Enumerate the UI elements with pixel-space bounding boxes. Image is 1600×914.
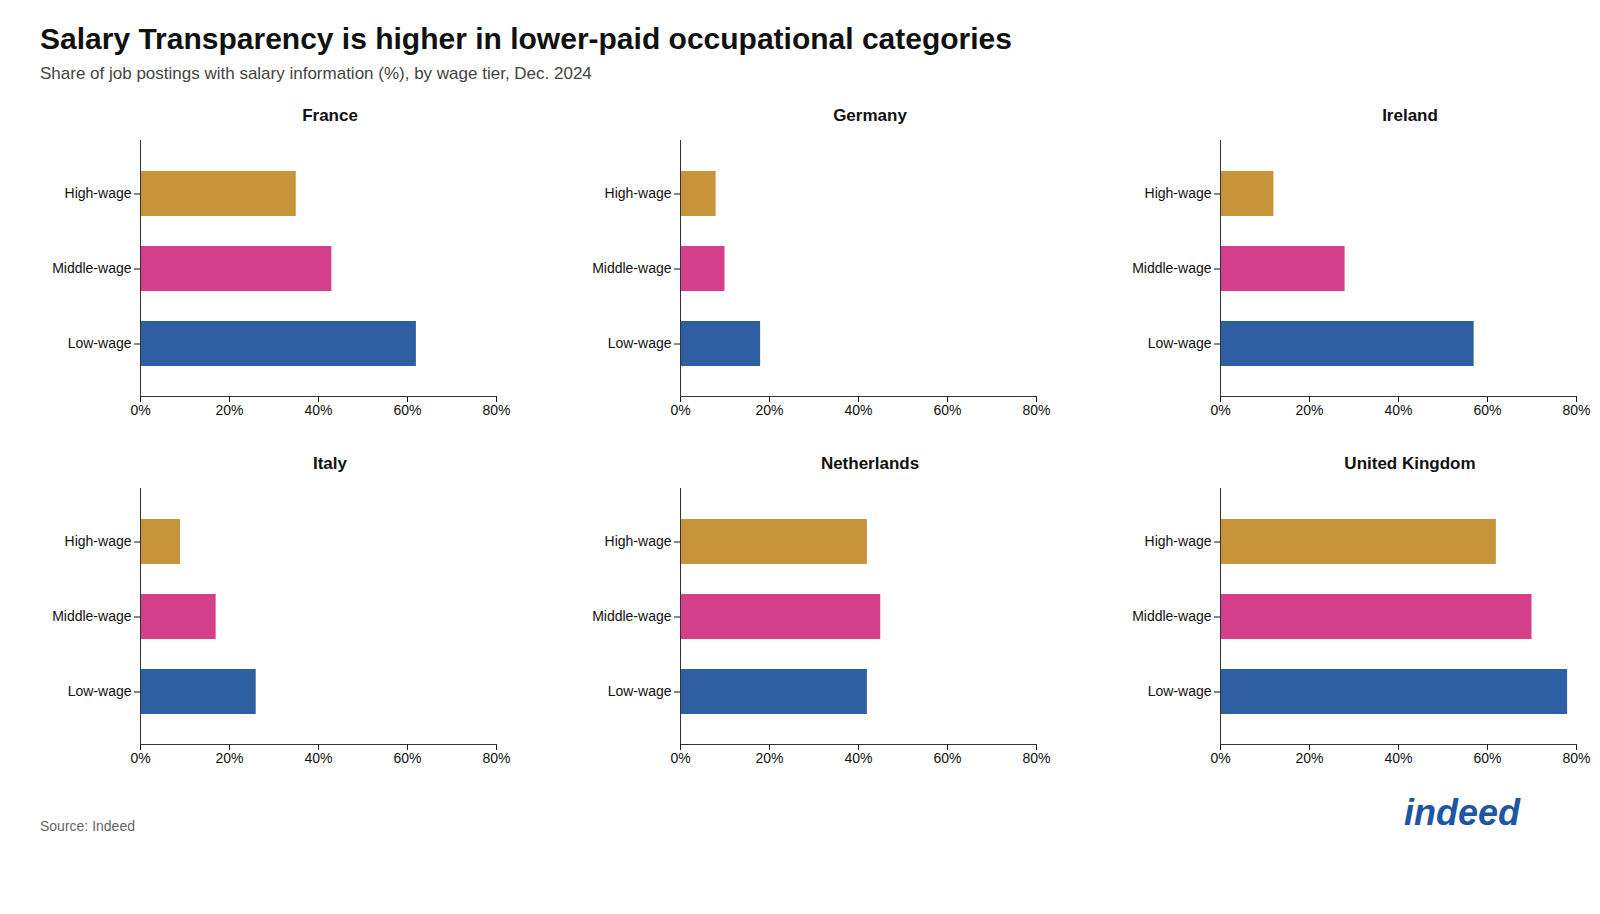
svg-text:Middle-wage: Middle-wage bbox=[52, 608, 132, 624]
svg-text:0%: 0% bbox=[130, 402, 150, 418]
svg-text:80%: 80% bbox=[1022, 402, 1050, 418]
svg-text:Middle-wage: Middle-wage bbox=[52, 260, 132, 276]
svg-text:Low-wage: Low-wage bbox=[608, 335, 672, 351]
html-text:Source: Indeed: Source: Indeed bbox=[40, 818, 135, 834]
svg-text:80%: 80% bbox=[1562, 402, 1590, 418]
svg-text:0%: 0% bbox=[1210, 750, 1230, 766]
svg-text:High-wage: High-wage bbox=[65, 185, 132, 201]
svg-text:0%: 0% bbox=[130, 750, 150, 766]
html-text:Netherlands: Netherlands bbox=[820, 454, 920, 473]
html-text:Share of job postings with sal: Share of job postings with salary inform… bbox=[40, 64, 592, 83]
svg-text:Low-wage: Low-wage bbox=[608, 683, 672, 699]
svg-text:20%: 20% bbox=[755, 750, 783, 766]
svg-text:60%: 60% bbox=[1473, 750, 1501, 766]
svg-text:80%: 80% bbox=[1562, 750, 1590, 766]
svg-text:80%: 80% bbox=[482, 402, 510, 418]
svg-text:Middle-wage: Middle-wage bbox=[1132, 260, 1212, 276]
svg-text:20%: 20% bbox=[215, 750, 243, 766]
svg-text:80%: 80% bbox=[1022, 750, 1050, 766]
svg-text:60%: 60% bbox=[933, 750, 961, 766]
svg-text:High-wage: High-wage bbox=[65, 533, 132, 549]
svg-text:High-wage: High-wage bbox=[605, 185, 672, 201]
svg-text:60%: 60% bbox=[1473, 402, 1501, 418]
svg-text:0%: 0% bbox=[1210, 402, 1230, 418]
svg-text:Low-wage: Low-wage bbox=[1148, 335, 1212, 351]
svg-text:40%: 40% bbox=[304, 750, 332, 766]
svg-text:60%: 60% bbox=[393, 402, 421, 418]
svg-text:40%: 40% bbox=[1384, 750, 1412, 766]
html-text:Germany: Germany bbox=[833, 106, 907, 125]
svg-text:High-wage: High-wage bbox=[1145, 533, 1212, 549]
svg-text:Middle-wage: Middle-wage bbox=[592, 260, 672, 276]
svg-text:20%: 20% bbox=[1295, 402, 1323, 418]
svg-text:40%: 40% bbox=[1384, 402, 1412, 418]
svg-text:40%: 40% bbox=[844, 402, 872, 418]
svg-text:20%: 20% bbox=[755, 402, 783, 418]
svg-text:40%: 40% bbox=[304, 402, 332, 418]
svg-text:Low-wage: Low-wage bbox=[68, 683, 132, 699]
svg-text:40%: 40% bbox=[844, 750, 872, 766]
html-text:France: France bbox=[302, 106, 358, 125]
svg-text:Middle-wage: Middle-wage bbox=[592, 608, 672, 624]
svg-text:0%: 0% bbox=[670, 750, 690, 766]
svg-text:High-wage: High-wage bbox=[1145, 185, 1212, 201]
svg-text:60%: 60% bbox=[393, 750, 421, 766]
html-text:indeed: indeed bbox=[1404, 792, 1520, 833]
html-text:United Kingdom: United Kingdom bbox=[1344, 454, 1476, 473]
svg-text:60%: 60% bbox=[933, 402, 961, 418]
svg-text:Middle-wage: Middle-wage bbox=[1132, 608, 1212, 624]
svg-text:80%: 80% bbox=[482, 750, 510, 766]
html-text:Salary Transparency is higher: Salary Transparency is higher in lower-p… bbox=[40, 22, 1012, 55]
svg-text:20%: 20% bbox=[1295, 750, 1323, 766]
html-text:Italy: Italy bbox=[313, 454, 347, 473]
html-text:Ireland: Ireland bbox=[1382, 106, 1438, 125]
svg-text:High-wage: High-wage bbox=[605, 533, 672, 549]
svg-text:0%: 0% bbox=[670, 402, 690, 418]
svg-text:20%: 20% bbox=[215, 402, 243, 418]
svg-text:Low-wage: Low-wage bbox=[1148, 683, 1212, 699]
svg-text:Low-wage: Low-wage bbox=[68, 335, 132, 351]
